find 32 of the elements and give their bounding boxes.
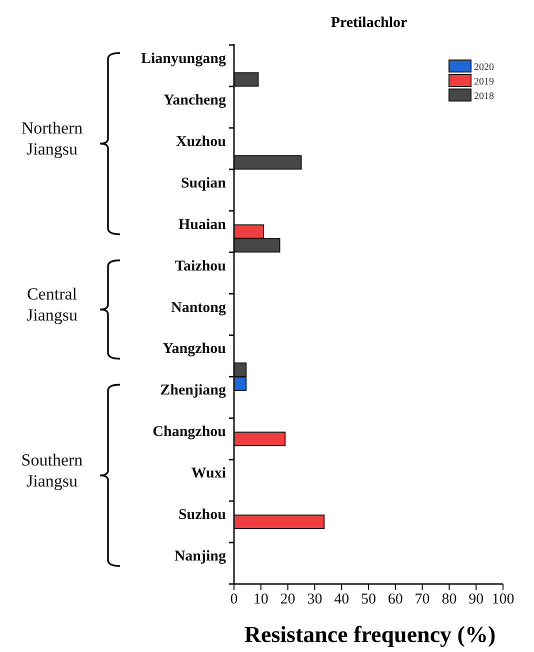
y-tick-label: Yancheng [163, 92, 226, 108]
y-tick-label: Suzhou [178, 507, 226, 524]
legend-label: 2020 [474, 62, 494, 73]
x-tick-label: 10 [253, 592, 268, 608]
y-tick-label: Lianyungang [140, 50, 226, 67]
y-tick-label: Wuxi [191, 466, 226, 482]
x-tick-label: 70 [414, 592, 430, 608]
y-tick-label: Yangzhou [162, 341, 226, 358]
x-tick-label: 40 [334, 592, 350, 608]
x-tick-label: 30 [307, 592, 322, 608]
x-tick-label: 90 [468, 592, 484, 608]
x-tick-label: 0 [230, 592, 238, 608]
x-tick-label: 20 [280, 592, 296, 608]
x-axis-title: Resistance frequency (%) [244, 622, 496, 647]
y-tick-label: Suqian [180, 175, 227, 192]
text: Southern Jiangsu [21, 450, 84, 490]
x-tick-label: 80 [442, 592, 457, 608]
text: Northern Jiangsu [21, 118, 84, 159]
y-tick-label: Huaian [178, 216, 227, 233]
y-tick-label: Nanjing [174, 548, 226, 565]
text: Central Jiangsu [26, 284, 78, 324]
x-tick-label: 50 [361, 592, 376, 608]
chart-title: Pretilachlor [330, 15, 408, 31]
legend-label: 2018 [474, 91, 494, 102]
x-tick-label: 60 [388, 592, 403, 608]
x-tick-label: 100 [492, 592, 514, 608]
y-tick-label: Zhenjiang [160, 382, 226, 399]
y-tick-label: Nantong [170, 300, 226, 316]
legend-label: 2019 [474, 76, 494, 88]
y-tick-label: Changzhou [152, 424, 226, 440]
y-tick-label: Taizhou [174, 258, 226, 274]
y-tick-label: Xuzhou [176, 134, 226, 150]
